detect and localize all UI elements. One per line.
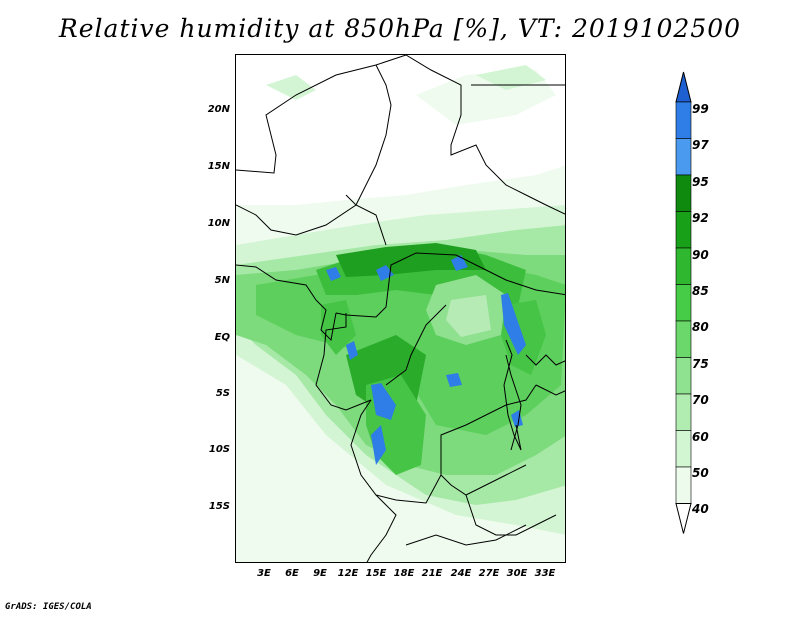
grads-credit: GrADS: IGES/COLA (5, 602, 92, 612)
colorbar-box (675, 247, 692, 285)
lon-tick-label: 24E (450, 568, 472, 579)
lon-tick-label: 12E (337, 568, 359, 579)
humidity-map (236, 55, 565, 562)
lat-tick-label: 15S (208, 501, 230, 512)
colorbar-label: 95 (692, 175, 709, 189)
lon-tick-label: 15E (365, 568, 387, 579)
colorbar-bottom-arrow (675, 503, 692, 534)
colorbar-label: 97 (692, 138, 709, 152)
colorbar-box (675, 357, 692, 395)
lat-tick-label: EQ (214, 332, 230, 343)
colorbar-box (675, 284, 692, 322)
colorbar-label: 50 (692, 466, 709, 480)
colorbar (675, 71, 692, 534)
lon-tick-label: 30E (506, 568, 528, 579)
colorbar-box (675, 466, 692, 504)
colorbar-label: 99 (692, 102, 709, 116)
lon-tick-label: 9E (313, 568, 327, 579)
lat-tick-label: 5N (214, 275, 230, 286)
colorbar-label: 80 (692, 320, 709, 334)
colorbar-boxes (675, 71, 692, 534)
lon-tick-label: 21E (421, 568, 443, 579)
colorbar-label: 60 (692, 430, 709, 444)
lat-tick-label: 5S (215, 388, 230, 399)
colorbar-label: 40 (692, 502, 709, 516)
lon-tick-label: 33E (534, 568, 556, 579)
lon-tick-label: 3E (257, 568, 271, 579)
chart-title: Relative humidity at 850hPa [%], VT: 201… (58, 14, 742, 43)
lon-tick-label: 27E (478, 568, 500, 579)
colorbar-box (675, 393, 692, 431)
lat-tick-label: 10N (207, 218, 230, 229)
colorbar-label: 85 (692, 284, 709, 298)
colorbar-label: 92 (692, 211, 709, 225)
colorbar-box (675, 174, 692, 212)
colorbar-box (675, 430, 692, 468)
lat-tick-label: 20N (207, 104, 230, 115)
lon-tick-label: 18E (393, 568, 415, 579)
country-borders (236, 55, 565, 562)
colorbar-box (675, 320, 692, 358)
colorbar-box (675, 211, 692, 249)
lon-tick-label: 6E (285, 568, 299, 579)
lat-tick-label: 15N (207, 161, 230, 172)
colorbar-label: 90 (692, 248, 709, 262)
map-plot-area (235, 54, 566, 563)
colorbar-box (675, 138, 692, 176)
colorbar-label: 70 (692, 393, 709, 407)
colorbar-top-arrow (675, 71, 692, 103)
colorbar-box (675, 101, 692, 139)
humidity-field (236, 65, 565, 562)
colorbar-label: 75 (692, 357, 709, 371)
lat-tick-label: 10S (208, 444, 230, 455)
